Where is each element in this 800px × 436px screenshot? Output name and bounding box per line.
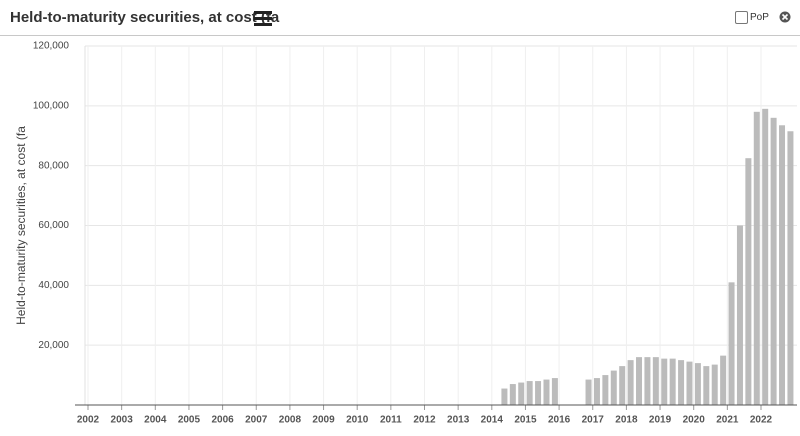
x-tick-label: 2016 [548, 415, 571, 426]
x-tick-label: 2014 [481, 415, 504, 426]
bar [720, 355, 727, 405]
bar [518, 382, 525, 405]
bar [551, 378, 558, 405]
bar [762, 108, 769, 405]
bar [787, 131, 794, 405]
x-tick-label: 2003 [111, 415, 134, 426]
menu-button[interactable] [254, 10, 272, 26]
bar [703, 366, 710, 405]
x-tick-label: 2020 [683, 415, 706, 426]
y-tick-label: 40,000 [38, 280, 69, 291]
bar [509, 384, 516, 405]
bar [602, 375, 609, 405]
bar [585, 379, 592, 405]
x-tick-label: 2010 [346, 415, 369, 426]
x-tick-label: 2019 [649, 415, 672, 426]
bar [694, 363, 701, 405]
x-tick-label: 2021 [716, 415, 739, 426]
bar [728, 282, 735, 405]
bar [678, 360, 685, 405]
bar [770, 117, 777, 406]
bar [619, 366, 626, 405]
x-tick-label: 2008 [279, 415, 302, 426]
bar [745, 158, 752, 405]
bar [644, 357, 651, 405]
x-tick-label: 2015 [514, 415, 537, 426]
close-button[interactable] [779, 11, 791, 23]
bar [543, 379, 550, 405]
x-tick-label: 2012 [413, 415, 436, 426]
header: Held-to-maturity securities, at cost (fa… [0, 0, 800, 36]
chart: Held-to-maturity securities, at cost (fa… [14, 41, 797, 426]
bar [593, 378, 600, 405]
checkbox-label: PoP [750, 12, 769, 24]
bar [779, 125, 786, 405]
bar [526, 381, 533, 405]
y-tick-label: 120,000 [33, 41, 70, 52]
bar [652, 357, 659, 405]
x-tick-label: 2009 [312, 415, 335, 426]
bar [736, 225, 743, 405]
x-tick-label: 2004 [144, 415, 167, 426]
x-tick-label: 2005 [178, 415, 201, 426]
bar [661, 358, 668, 405]
widget-title: Held-to-maturity securities, at cost (fa [10, 9, 280, 26]
y-tick-label: 60,000 [38, 220, 69, 231]
bar [753, 111, 760, 406]
pop-checkbox[interactable]: PoP [735, 11, 769, 24]
bar [669, 358, 676, 405]
x-tick-label: 2013 [447, 415, 470, 426]
x-tick-label: 2007 [245, 415, 268, 426]
bar [711, 364, 718, 405]
x-tick-label: 2002 [77, 415, 100, 426]
bar [636, 357, 643, 405]
bar [627, 360, 634, 405]
y-axis-title: Held-to-maturity securities, at cost (fa [14, 126, 28, 325]
x-tick-label: 2006 [211, 415, 234, 426]
bar [610, 370, 617, 405]
y-tick-label: 80,000 [38, 160, 69, 171]
y-tick-label: 100,000 [33, 100, 70, 111]
bar [535, 381, 542, 405]
bar [686, 361, 693, 405]
x-tick-label: 2017 [582, 415, 605, 426]
x-tick-label: 2018 [615, 415, 638, 426]
x-tick-label: 2011 [380, 415, 402, 426]
bar [501, 388, 508, 405]
x-tick-label: 2022 [750, 415, 773, 426]
y-tick-label: 20,000 [38, 340, 69, 351]
